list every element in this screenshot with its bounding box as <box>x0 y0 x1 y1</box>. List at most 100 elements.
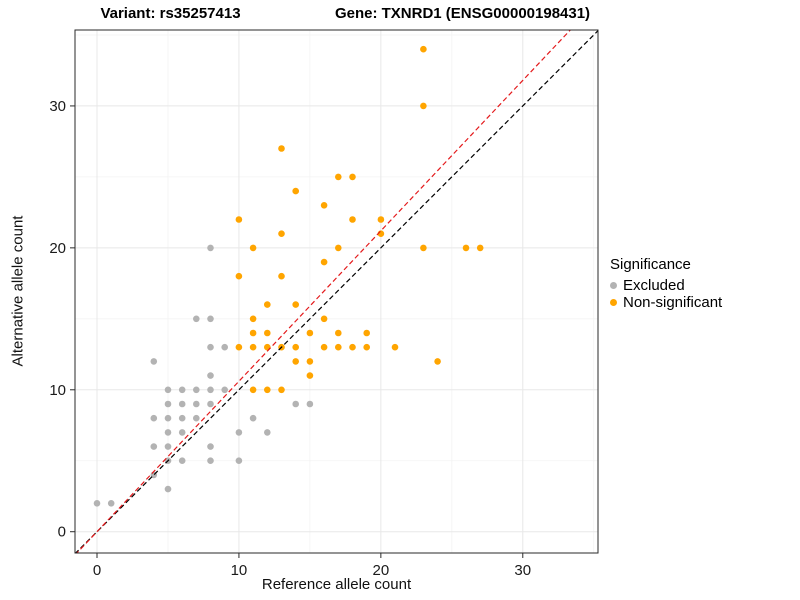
data-point-excluded <box>178 457 186 465</box>
data-point-non-significant <box>320 315 328 323</box>
data-point-non-significant <box>320 258 328 266</box>
x-tick-label: 20 <box>373 562 390 579</box>
data-point-non-significant <box>335 244 342 252</box>
data-point-non-significant <box>476 244 484 252</box>
data-point-excluded <box>178 414 186 422</box>
legend-item-excluded: Excluded <box>610 277 722 294</box>
data-point-excluded <box>221 386 228 394</box>
data-point-excluded <box>249 414 257 422</box>
x-tick-label: 10 <box>231 562 248 579</box>
data-point-non-significant <box>306 358 314 365</box>
legend-item-non-significant: Non-significant <box>610 294 722 311</box>
data-point-non-significant <box>264 329 271 337</box>
data-point-excluded <box>207 457 214 465</box>
legend-title: Significance <box>610 256 691 273</box>
data-point-non-significant <box>335 173 342 181</box>
data-point-non-significant <box>349 173 356 181</box>
data-point-excluded <box>235 457 243 465</box>
data-point-non-significant <box>278 145 285 152</box>
data-point-non-significant <box>235 216 243 223</box>
data-point-non-significant <box>363 329 371 337</box>
data-point-excluded <box>207 343 214 351</box>
data-point-non-significant <box>292 187 300 195</box>
regression-line <box>76 30 572 553</box>
data-point-excluded <box>164 443 172 450</box>
data-point-excluded <box>164 429 172 436</box>
panel-border <box>74 29 599 554</box>
data-point-non-significant <box>377 216 385 223</box>
data-point-excluded <box>207 386 214 394</box>
data-point-excluded <box>164 414 172 422</box>
legend: Significance Excluded Non-significant <box>610 256 722 311</box>
data-point-excluded <box>178 386 186 394</box>
data-point-non-significant <box>278 386 285 394</box>
identity-line <box>75 30 598 553</box>
data-point-excluded <box>178 429 186 436</box>
data-point-excluded <box>207 244 214 252</box>
excluded-dot-icon <box>610 282 617 289</box>
data-point-excluded <box>193 386 200 394</box>
data-point-excluded <box>207 400 214 408</box>
y-tick-label: 0 <box>58 524 66 541</box>
data-point-excluded <box>107 500 115 507</box>
data-point-non-significant <box>320 202 328 209</box>
data-point-non-significant <box>420 102 427 110</box>
data-point-non-significant <box>462 244 470 252</box>
data-point-non-significant <box>278 272 285 280</box>
data-point-non-significant <box>349 343 356 351</box>
data-point-non-significant <box>320 343 328 351</box>
x-tick-label: 30 <box>514 562 531 579</box>
y-tick-label: 30 <box>49 98 66 115</box>
data-point-excluded <box>178 400 186 408</box>
data-point-excluded <box>164 400 172 408</box>
data-point-excluded <box>150 414 158 422</box>
data-point-excluded <box>221 343 228 351</box>
data-point-excluded <box>150 443 158 450</box>
data-point-non-significant <box>235 272 243 280</box>
data-point-excluded <box>235 429 243 436</box>
y-tick-label: 20 <box>49 240 66 257</box>
data-point-non-significant <box>420 45 427 53</box>
data-point-non-significant <box>420 244 427 252</box>
gene-title: Gene: TXNRD1 (ENSG00000198431) <box>334 5 591 22</box>
y-tick-label: 10 <box>49 382 66 399</box>
data-point-non-significant <box>264 386 271 394</box>
data-point-non-significant <box>306 372 314 379</box>
data-point-non-significant <box>363 343 371 351</box>
data-point-non-significant <box>349 216 356 223</box>
data-point-excluded <box>207 315 214 323</box>
data-point-non-significant <box>235 343 243 351</box>
data-point-excluded <box>193 315 200 323</box>
data-point-non-significant <box>249 315 257 323</box>
data-point-excluded <box>93 500 101 507</box>
data-point-non-significant <box>306 329 314 337</box>
data-point-non-significant <box>249 244 257 252</box>
data-point-non-significant <box>335 343 342 351</box>
data-point-excluded <box>164 485 172 493</box>
data-point-non-significant <box>249 386 257 394</box>
data-point-excluded <box>150 358 158 365</box>
data-point-excluded <box>292 400 300 408</box>
x-axis-label: Reference allele count <box>261 576 412 593</box>
data-point-non-significant <box>292 343 300 351</box>
data-point-non-significant <box>391 343 399 351</box>
data-point-non-significant <box>278 230 285 237</box>
data-point-non-significant <box>335 329 342 337</box>
data-point-non-significant <box>249 329 257 337</box>
data-point-excluded <box>306 400 314 408</box>
data-point-non-significant <box>434 358 441 365</box>
data-point-non-significant <box>292 301 300 308</box>
variant-title: Variant: rs35257413 <box>100 5 241 22</box>
data-point-non-significant <box>249 343 257 351</box>
data-point-excluded <box>193 400 200 408</box>
non-significant-dot-icon <box>610 299 617 306</box>
data-point-non-significant <box>264 301 271 308</box>
x-tick-label: 0 <box>93 562 101 579</box>
data-point-excluded <box>164 386 172 394</box>
data-point-excluded <box>207 443 214 450</box>
data-point-excluded <box>264 429 271 436</box>
data-point-non-significant <box>292 358 300 365</box>
legend-item-label: Non-significant <box>623 294 723 311</box>
